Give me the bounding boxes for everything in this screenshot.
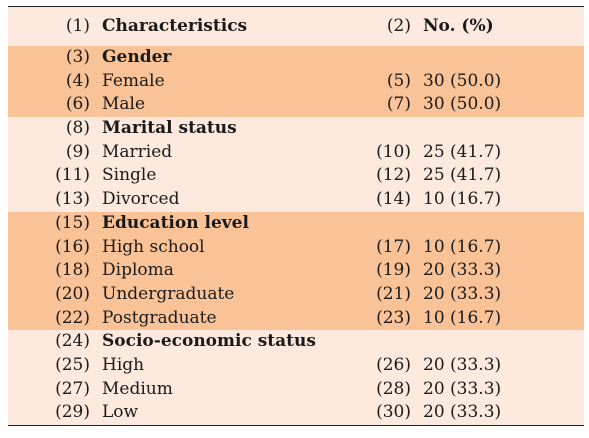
group-title-row: (8) Marital status (8, 117, 584, 141)
group-title-row: (24) Socio-economic status (8, 330, 584, 354)
row-number: (23) (376, 307, 411, 328)
row-label: Postgraduate (102, 307, 217, 328)
header-row-number-right: (2) (386, 16, 411, 36)
row-number: (4) (65, 70, 90, 91)
row-number: (30) (376, 402, 411, 423)
row-number: (15) (55, 212, 90, 233)
header-row-number-left: (1) (65, 16, 90, 36)
row-value: 30 (50.0) (423, 94, 502, 115)
table-row: (16) High school (17) 10 (16.7) (8, 235, 584, 260)
row-label: Single (102, 165, 157, 186)
row-number: (11) (55, 165, 90, 186)
row-value: 10 (16.7) (423, 236, 502, 257)
header-characteristics: Characteristics (102, 16, 248, 36)
characteristics-table: (1) Characteristics (2) No. (%) (3) Gende… (8, 6, 584, 426)
row-number: (28) (376, 378, 411, 399)
row-number: (26) (376, 354, 411, 375)
table-header-row: (1) Characteristics (2) No. (%) (8, 7, 584, 46)
row-value: 20 (33.3) (423, 354, 502, 375)
group-title: Gender (102, 47, 172, 67)
row-value: 25 (41.7) (423, 165, 502, 186)
row-number: (14) (376, 189, 411, 210)
table-row: (6) Male (7) 30 (50.0) (8, 93, 584, 118)
row-number: (21) (376, 283, 411, 304)
row-number: (8) (65, 118, 90, 139)
row-number: (19) (376, 260, 411, 281)
group-title: Marital status (102, 118, 237, 139)
row-number: (12) (376, 165, 411, 186)
row-value: 25 (41.7) (423, 141, 502, 162)
row-label: Married (102, 141, 173, 162)
row-number: (27) (55, 378, 90, 399)
row-label: High school (102, 236, 205, 257)
table-row: (9) Married (10) 25 (41.7) (8, 140, 584, 165)
row-number: (18) (55, 260, 90, 281)
row-label: Low (102, 402, 139, 423)
row-value: 10 (16.7) (423, 307, 502, 328)
group-title: Socio-economic status (102, 331, 316, 352)
header-count-percent: No. (%) (423, 16, 494, 36)
table-row: (13) Divorced (14) 10 (16.7) (8, 188, 584, 212)
row-number: (24) (55, 331, 90, 352)
row-label: Diploma (102, 260, 174, 281)
row-number: (13) (55, 189, 90, 210)
row-label: Male (102, 94, 146, 115)
table-row: (25) High (26) 20 (33.3) (8, 353, 584, 378)
group-title-row: (15) Education level (8, 211, 584, 236)
row-value: 20 (33.3) (423, 260, 502, 281)
row-value: 10 (16.7) (423, 189, 502, 210)
row-number: (5) (386, 70, 411, 91)
table-row: (4) Female (5) 30 (50.0) (8, 69, 584, 94)
row-number: (29) (55, 402, 90, 423)
row-number: (7) (386, 94, 411, 115)
row-number: (10) (376, 141, 411, 162)
table-row: (22) Postgraduate (23) 10 (16.7) (8, 306, 584, 331)
row-value: 20 (33.3) (423, 283, 502, 304)
row-number: (22) (55, 307, 90, 328)
row-number: (9) (65, 141, 90, 162)
row-label: Female (102, 70, 165, 91)
group-title-row: (3) Gender (8, 46, 584, 70)
row-number: (20) (55, 283, 90, 304)
row-value: 20 (33.3) (423, 378, 502, 399)
row-label: Medium (102, 378, 173, 399)
row-number: (16) (55, 236, 90, 257)
row-label: Divorced (102, 189, 180, 210)
table-body: (3) Gender (4) Female (5) 30 (50.0) (6) Male (7)… (8, 46, 584, 425)
row-number: (25) (55, 354, 90, 375)
table-row: (18) Diploma (19) 20 (33.3) (8, 259, 584, 283)
row-number: (6) (65, 94, 90, 115)
table-row: (29) Low (30) 20 (33.3) (8, 401, 584, 425)
group-title: Education level (102, 212, 249, 233)
table-row: (11) Single (12) 25 (41.7) (8, 164, 584, 189)
row-value: 20 (33.3) (423, 402, 502, 423)
row-number: (17) (376, 236, 411, 257)
table-row: (20) Undergraduate (21) 20 (33.3) (8, 282, 584, 307)
row-value: 30 (50.0) (423, 70, 502, 91)
row-number: (3) (65, 47, 90, 67)
row-label: High (102, 354, 145, 375)
table-row: (27) Medium (28) 20 (33.3) (8, 377, 584, 402)
row-label: Undergraduate (102, 283, 235, 304)
